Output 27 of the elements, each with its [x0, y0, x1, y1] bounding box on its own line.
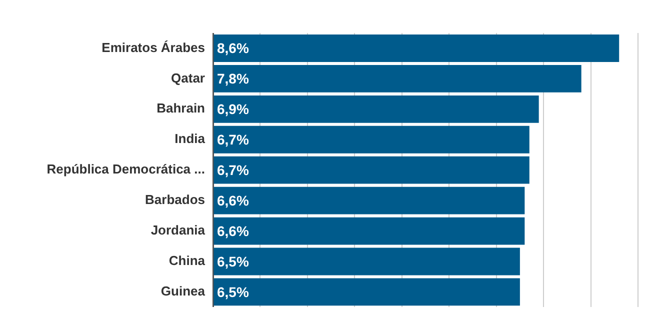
bar	[214, 95, 539, 123]
bar	[214, 156, 530, 184]
data-label: 6,5%	[217, 284, 250, 300]
y-tick-label: China	[168, 253, 206, 268]
data-label: 6,7%	[217, 131, 250, 148]
data-label: 8,6%	[217, 40, 250, 56]
y-tick-label: India	[174, 131, 206, 146]
y-tick-label: Emiratos Árabes	[102, 40, 205, 55]
data-label: 6,6%	[217, 192, 250, 208]
y-tick-label: Barbados	[145, 192, 205, 208]
y-tick-label: Guinea	[160, 284, 206, 299]
bar	[214, 278, 520, 306]
data-label: 6,6%	[217, 222, 250, 239]
bar	[214, 34, 620, 62]
bar	[214, 186, 525, 214]
data-label: 6,7%	[217, 162, 250, 178]
data-label: 6,9%	[217, 101, 250, 118]
bar	[214, 248, 520, 276]
y-tick-label: Jordania	[150, 222, 206, 238]
bar	[214, 217, 525, 245]
data-label: 6,5%	[217, 253, 250, 270]
data-label: 7,8%	[217, 70, 250, 87]
y-tick-label: República Democrática ...	[46, 162, 205, 177]
y-tick-label: Bahrain	[156, 100, 206, 116]
bar	[214, 64, 582, 92]
y-tick-label: Qatar	[171, 70, 205, 86]
bar	[214, 126, 530, 154]
